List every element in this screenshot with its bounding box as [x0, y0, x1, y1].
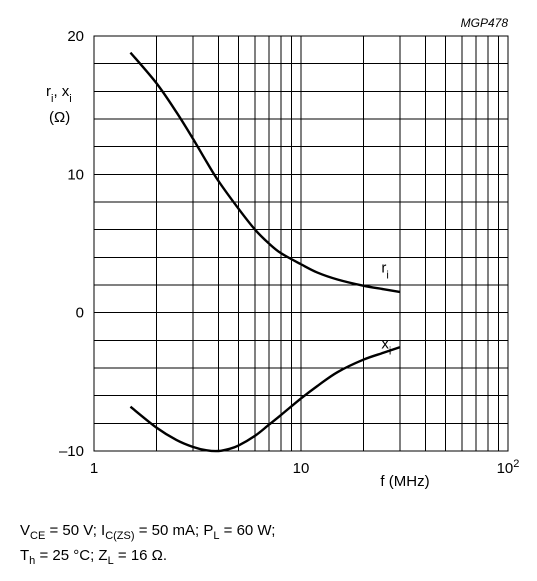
conditions-line-1: VCE = 50 V; IC(ZS) = 50 mA; PL = 60 W; [20, 522, 276, 542]
series-xi-label: xi [381, 336, 391, 358]
chart: MGP478 ri xi 20 10 0 –10 1 10 102 f (MHz) ri, xi… [46, 16, 520, 490]
grid [94, 36, 508, 451]
y-tick-label: 0 [76, 305, 84, 322]
figure-id: MGP478 [461, 16, 509, 30]
x-tick-label: 1 [90, 460, 98, 477]
series-ri-line [129, 51, 400, 294]
plot-frame [93, 35, 509, 452]
x-tick-label: 102 [497, 458, 520, 477]
series-xi-line [129, 346, 401, 453]
x-tick-label: 10 [293, 460, 310, 477]
conditions-line-2: Th = 25 °C; ZL = 16 Ω. [20, 547, 168, 567]
x-tick-exponent: 2 [513, 458, 519, 470]
series-ri-label: ri [381, 260, 388, 282]
x-axis-label: f (MHz) [380, 473, 429, 490]
y-axis-label: ri, xi [46, 83, 72, 105]
curves: ri xi [129, 51, 401, 453]
y-axis-unit: (Ω) [49, 109, 70, 126]
measurement-conditions: VCE = 50 V; IC(ZS) = 50 mA; PL = 60 W; T… [20, 521, 275, 571]
y-tick-label: –10 [59, 443, 84, 460]
y-tick-label: 10 [67, 166, 84, 183]
y-tick-label: 20 [67, 28, 84, 45]
axis-labels: f (MHz) ri, xi (Ω) [46, 83, 430, 490]
